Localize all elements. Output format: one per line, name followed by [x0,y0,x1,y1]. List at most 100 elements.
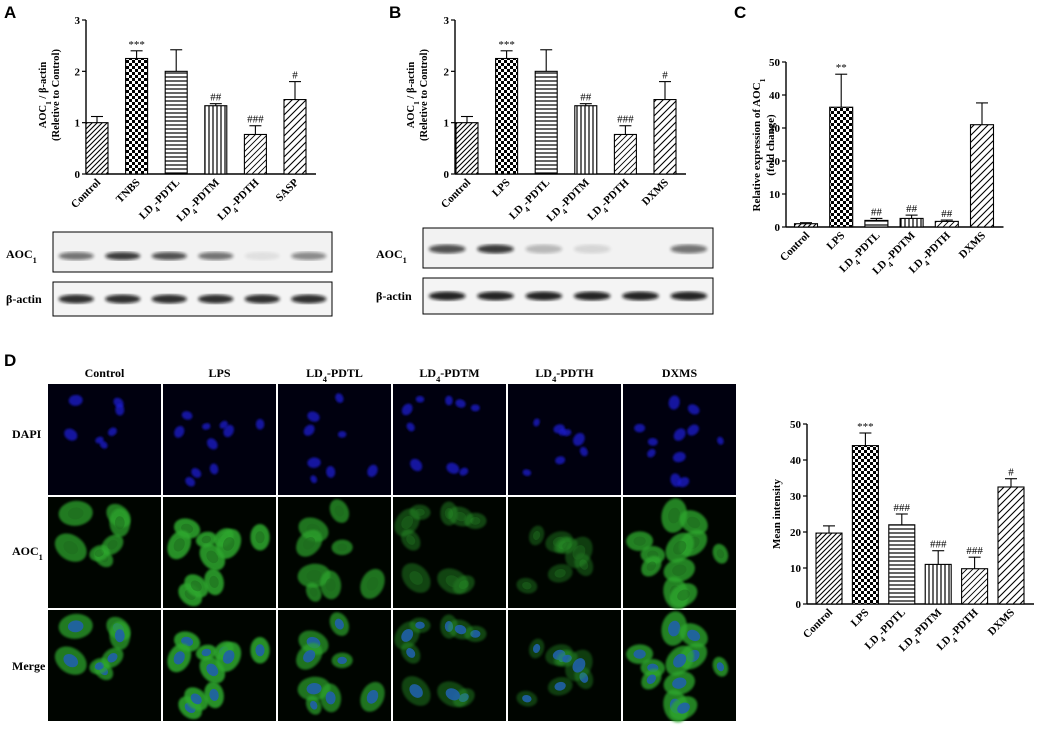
dapi-nucleus [307,411,320,422]
cell-nucleus [114,516,125,530]
dapi-nucleus [459,467,469,476]
chart-d-bar [961,568,989,605]
chart-c: Relative expression of AOC1 (fold change… [751,57,1004,280]
cell-nucleus [646,561,657,571]
dapi-nucleus [533,418,540,427]
chart-d-bar [997,486,1025,605]
dapi-nucleus [672,451,686,463]
dapi-nucleus [687,404,700,415]
chart-a: AOC1 / β-actin (Reletive to Control) 0 1 2… [38,15,316,227]
dapi-nucleus [406,422,415,432]
blot-a-band [198,252,234,260]
blot-a-band [58,294,94,304]
cell-nucleus [415,508,425,516]
blot-a-band [105,294,141,304]
micro-cell-dapi-1 [163,384,276,495]
cell-nucleus [672,564,687,576]
cell-nucleus [409,571,423,585]
chart-a-ytick-label: 3 [75,15,81,27]
chart-b-ytick-label: 3 [444,15,450,27]
blot-b-band [573,244,611,254]
cell-nucleus [173,538,185,552]
dapi-nucleus [553,424,565,434]
western-blot-a: AOC1 β-actin [6,231,333,317]
chart-d-bar [851,445,879,605]
micro-cell-aoc1-3 [393,497,506,608]
cell-nucleus [325,578,336,592]
chart-a-annotation: *** [128,39,145,51]
chart-c-ytick-label: 10 [769,189,781,201]
chart-d: Mean intensity 0 10 20 30 40 50 Control *** LPS #… [771,419,1034,657]
chart-d-annotation: # [1008,467,1014,479]
cell-nucleus [445,688,460,701]
cell-nucleus [201,535,212,544]
cell-nucleus [206,550,219,564]
blot-b-band [525,244,563,254]
cell-nucleus [255,644,265,657]
dapi-nucleus [174,425,185,438]
cell-nucleus [303,537,316,550]
cell-nucleus [687,516,701,529]
dapi-nucleus [579,446,588,457]
dapi-nucleus [677,477,690,488]
cell-nucleus [310,587,318,597]
chart-d-bar [888,524,916,605]
dapi-nucleus [455,399,466,408]
cell-nucleus [67,507,84,520]
chart-b-ytick-label: 2 [444,66,450,78]
chart-a-bar [125,57,149,175]
chart-b: AOC1 / β-actin (Reletive to Control) 0 1 2… [406,15,686,227]
blot-a-actin-membrane [52,281,333,317]
chart-c-category-label: LPS [825,230,848,253]
cell-nucleus [672,677,687,689]
dapi-nucleus [573,432,585,446]
chart-b-ylabel-sub: (Reletive to Control) [419,49,430,141]
cell-nucleus [222,537,235,551]
cell-nucleus [687,629,701,642]
cell-nucleus [716,662,725,672]
micro-cell-dapi-0 [48,384,161,495]
chart-d-ytick-label: 50 [790,419,802,431]
micro-column-label: LD4-PDTL [306,366,363,384]
dapi-nucleus [185,476,196,487]
chart-b-ytick-label: 1 [444,118,450,130]
dapi-nucleus [647,437,658,446]
micro-cell-merge-2 [278,610,391,721]
micro-cell-dapi-4 [508,384,621,495]
cell-nucleus [554,568,566,578]
dapi-nucleus [307,457,321,468]
cell-nucleus [255,531,265,544]
dapi-nucleus [445,395,453,406]
chart-d-bar [924,563,952,605]
blot-a-band [58,252,94,260]
chart-a-ytick-label: 1 [75,118,81,130]
dapi-nucleus [522,469,532,477]
immunofluorescence-grid [48,384,736,723]
micro-cell-aoc1-4 [508,497,621,608]
micro-cell-aoc1-2 [278,497,391,608]
dapi-nucleus [310,475,318,484]
dapi-nucleus [64,428,78,441]
chart-d-ytick-label: 20 [790,527,802,539]
micro-cell-merge-5 [623,610,736,723]
chart-c-ytick-label: 20 [769,156,781,168]
cell-nucleus [406,648,416,658]
panel-letter-c: C [734,3,746,22]
chart-c-bar [829,106,854,228]
blot-b-band [477,244,514,254]
cell-nucleus [522,581,532,590]
blot-b-band [428,291,466,301]
dapi-nucleus [181,411,193,420]
cell-nucleus [445,575,460,588]
micro-column-label: LPS [208,366,230,380]
chart-a-category-label: Control [69,177,103,211]
dapi-nucleus [401,403,413,416]
dapi-nucleus [446,462,460,474]
micro-cell-dapi-2 [278,384,391,495]
dapi-nucleus [717,436,724,445]
chart-a-bar [164,70,188,175]
dapi-nucleus [99,440,108,449]
chart-b-bar [455,122,479,175]
dapi-nucleus [326,466,336,478]
blot-a-actin-label: β-actin [6,292,42,306]
